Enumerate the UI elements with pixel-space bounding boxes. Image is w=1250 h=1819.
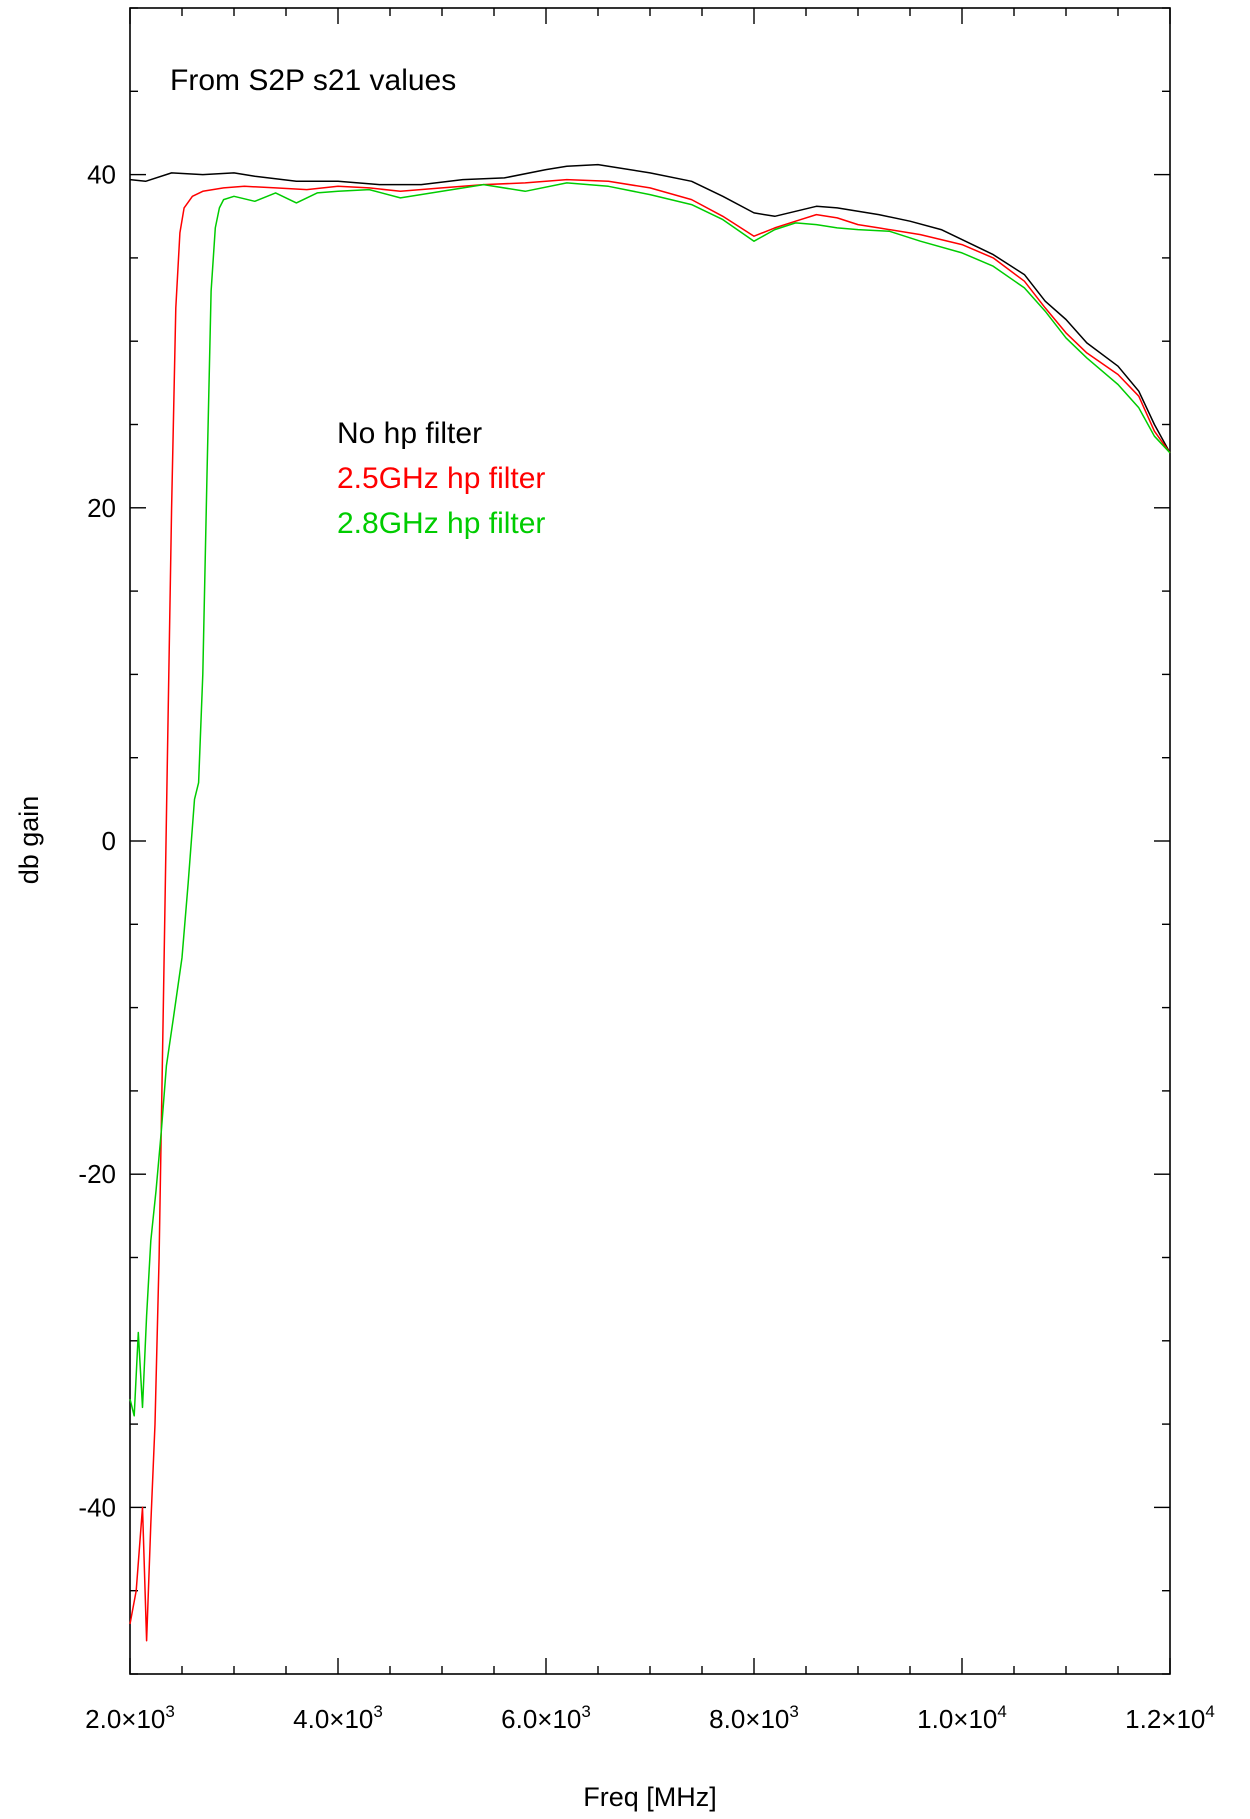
y-tick-label: 40 (87, 160, 116, 190)
legend-entry-2-8ghz-hp-filter: 2.8GHz hp filter (337, 507, 545, 540)
y-tick-label: -20 (78, 1159, 116, 1189)
y-tick-label: 20 (87, 493, 116, 523)
series-line-2-8ghz-hp-filter (129, 182, 1171, 1417)
y-tick-label: -40 (78, 1492, 116, 1522)
legend-entry-no-hp-filter: No hp filter (337, 417, 482, 450)
x-tick-label: 8.0×103 (709, 1702, 799, 1734)
y-tick-label: 0 (102, 826, 116, 856)
x-tick-label: 2.0×103 (85, 1702, 175, 1734)
plot-frame (129, 7, 1171, 1675)
legend-entry-2-5ghz-hp-filter: 2.5GHz hp filter (337, 462, 545, 495)
y-axis-label: db gain (14, 796, 44, 885)
chart-title-annotation: From S2P s21 values (170, 64, 456, 97)
x-tick-label: 1.2×104 (1125, 1702, 1215, 1734)
x-tick-label: 6.0×103 (501, 1702, 591, 1734)
x-tick-label: 4.0×103 (293, 1702, 383, 1734)
series-lines (129, 163, 1171, 1642)
series-line-no-hp-filter (129, 163, 1171, 454)
axis-ticks: -40 -20 0 20 40 2.0×103 4.0×103 6.0×103 8.0×103 1… (78, 7, 1215, 1734)
x-axis-label: Freq [MHz] (583, 1782, 717, 1812)
series-line-2-5ghz-hp-filter (129, 178, 1171, 1642)
x-tick-label: 1.0×104 (917, 1702, 1007, 1734)
